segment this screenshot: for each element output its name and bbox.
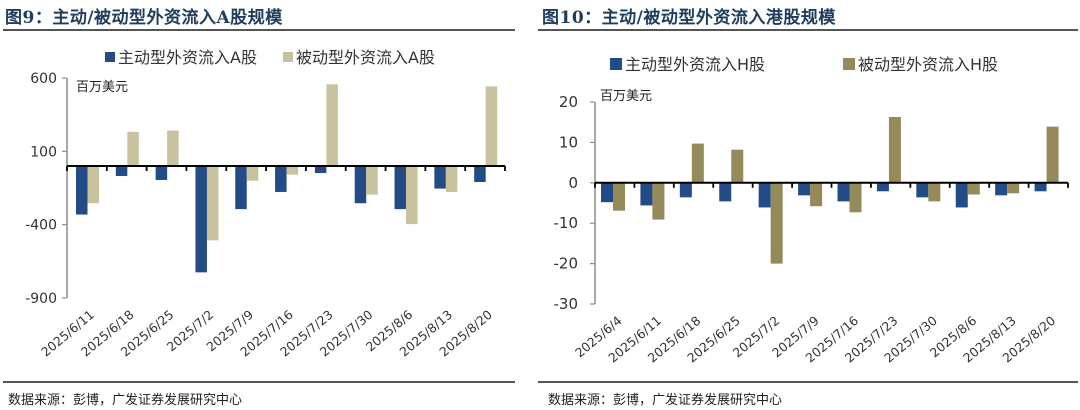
bar (326, 84, 338, 166)
y-tick-label: -30 (554, 295, 579, 313)
bar (691, 143, 704, 183)
chart-a-share-flows: 主动型外资流入A股 被动型外资流入A股600100-400-900百万美元2025… (25, 48, 506, 359)
bar (275, 166, 287, 192)
y-tick-label: -10 (554, 214, 579, 232)
figure-title: 图9：主动/被动型外资流入A股规模 (5, 8, 283, 28)
bar (474, 166, 486, 182)
bar (967, 182, 980, 195)
y-tick-label: 600 (30, 71, 57, 87)
y-tick-label: 0 (568, 174, 578, 192)
legend-label: 被动型外资流入A股 (296, 48, 435, 67)
y-tick-label: -20 (554, 255, 579, 273)
bar (206, 166, 219, 241)
y-tick-label: 100 (30, 144, 57, 160)
legend-swatch (283, 52, 293, 62)
bar (314, 166, 327, 174)
y-tick-label: 10 (559, 133, 578, 151)
unit-label: 百万美元 (600, 89, 652, 104)
bar (719, 182, 732, 202)
bar (601, 182, 613, 203)
bar (195, 166, 207, 273)
bottom-rule (3, 381, 515, 383)
legend-swatch (105, 52, 115, 62)
top-rule (3, 29, 515, 31)
bar (87, 166, 99, 204)
bar (731, 149, 744, 183)
source-note: 数据来源：彭博，广发证券发展研究中心 (8, 393, 243, 408)
bar (679, 182, 692, 198)
source-note: 数据来源：彭博，广发证券发展研究中心 (548, 393, 783, 408)
top-rule (538, 29, 1078, 31)
bar (394, 166, 407, 210)
bar (445, 166, 458, 192)
bottom-rule (538, 381, 1078, 383)
legend-swatch (610, 58, 622, 70)
bar (758, 182, 771, 208)
bar (613, 182, 625, 211)
legend-label: 主动型外资流入A股 (118, 48, 257, 67)
bar (354, 166, 367, 204)
bar (652, 182, 665, 220)
bar (434, 166, 446, 189)
legend-label: 被动型外资流入H股 (858, 55, 998, 74)
unit-label: 百万美元 (76, 80, 128, 95)
legend-item: 被动型外资流入A股 (283, 48, 435, 67)
bar (76, 166, 88, 215)
chart-h-share-flows: 主动型外资流入H股 被动型外资流入H股20100-10-20-30百万美元2025… (554, 55, 1069, 365)
bar (406, 166, 418, 225)
y-tick-label: 20 (559, 93, 578, 111)
legend-item: 主动型外资流入H股 (610, 55, 765, 74)
bar (1034, 182, 1047, 192)
legend-swatch (843, 58, 855, 70)
bar (928, 182, 941, 202)
bar (246, 166, 259, 181)
bar (127, 131, 139, 166)
figure-title: 图10：主动/被动型外资流入港股规模 (542, 8, 836, 28)
legend-item: 被动型外资流入H股 (843, 55, 998, 74)
bar (810, 182, 823, 207)
figure-panel-h-share: 图10：主动/被动型外资流入港股规模 主动型外资流入H股 被动型外资流入H股 20 1… (538, 0, 1080, 410)
legend-label: 主动型外资流入H股 (625, 55, 765, 74)
bar (916, 182, 929, 198)
bar (888, 116, 901, 183)
bar (155, 166, 168, 180)
bar (115, 166, 128, 176)
y-tick-label: -400 (25, 218, 57, 234)
bar (167, 130, 179, 166)
bar (837, 182, 850, 202)
bar (235, 166, 247, 210)
bar (485, 86, 498, 166)
y-tick-label: -900 (25, 291, 57, 307)
bar (366, 166, 378, 195)
bar (1046, 126, 1059, 183)
bar (849, 182, 862, 213)
bar (640, 182, 653, 206)
figure-panel-a-share: 图9：主动/被动型外资流入A股规模 主动型外资流入A股 被动型外资流入A股 600 1… (3, 8, 515, 408)
bar (1007, 182, 1020, 194)
bar (286, 166, 299, 175)
bar (995, 182, 1008, 196)
bar (955, 182, 968, 208)
bar (876, 182, 889, 192)
legend-item: 主动型外资流入A股 (105, 48, 257, 67)
bar (798, 182, 811, 196)
bar (770, 182, 783, 264)
